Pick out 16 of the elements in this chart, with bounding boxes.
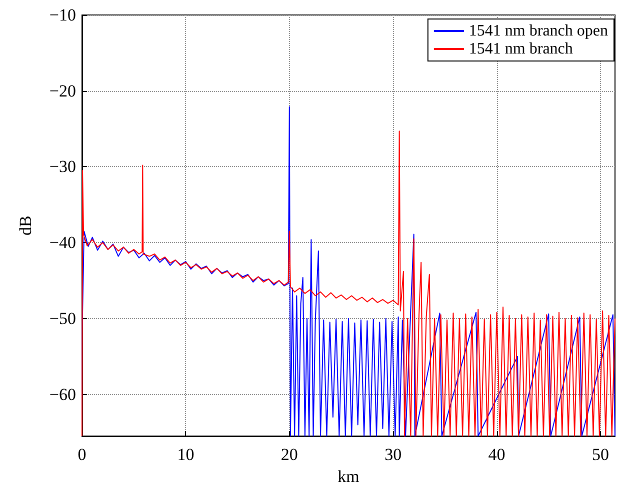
y-tick-label: −10 [49, 6, 76, 24]
x-tick-label: 30 [384, 445, 402, 464]
x-tick-label: 50 [592, 445, 609, 464]
x-tick-label: 40 [488, 445, 506, 464]
y-tick-label: −30 [49, 157, 76, 176]
x-tick-label: 20 [280, 445, 298, 464]
legend-label: 1541 nm branch [468, 40, 573, 58]
x-tick-label: 0 [78, 445, 86, 464]
y-tick-label: −40 [49, 233, 76, 252]
y-tick-label: −20 [49, 81, 76, 100]
x-tick-label: 10 [177, 445, 194, 464]
y-tick-label: −50 [49, 308, 76, 328]
x-axis-title: km [338, 467, 360, 486]
legend-label: 1541 nm branch open [468, 22, 608, 40]
y-tick-label: −60 [49, 384, 76, 404]
y-axis-title: dB [16, 216, 35, 236]
